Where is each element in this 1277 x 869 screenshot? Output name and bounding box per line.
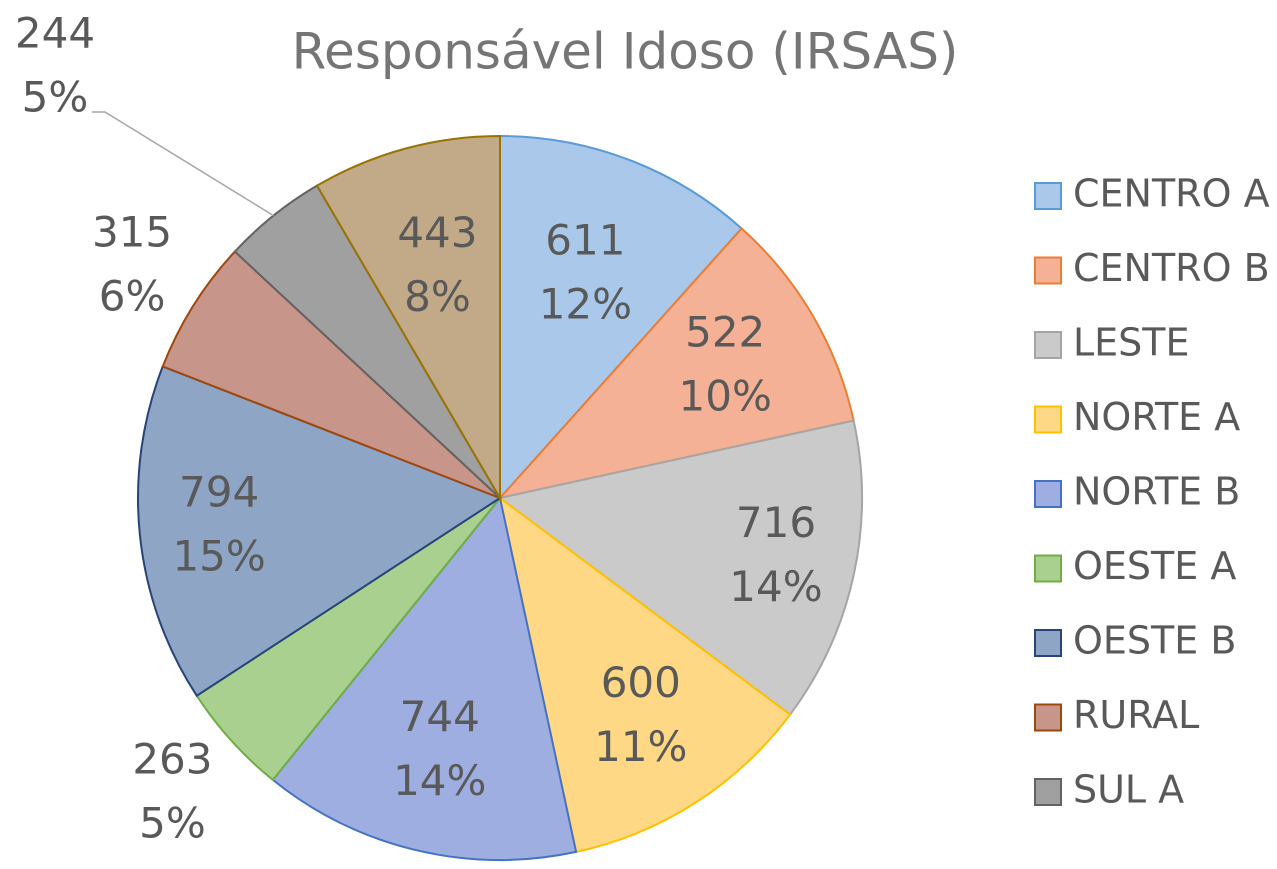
data-label: 244 <box>15 9 95 58</box>
data-label: 744 <box>400 692 480 741</box>
legend-label: NORTE A <box>1073 395 1240 439</box>
legend-swatch <box>1034 256 1062 285</box>
legend-swatch <box>1034 331 1062 359</box>
pie-slice <box>137 365 503 698</box>
percent-label: 10% <box>679 371 772 420</box>
pie-slice <box>161 250 501 499</box>
percent-label: 15% <box>172 531 265 580</box>
data-label: 794 <box>179 467 259 516</box>
percent-label: 6% <box>99 272 166 321</box>
percent-label: 14% <box>729 562 822 611</box>
legend-label: NORTE B <box>1073 470 1240 514</box>
percent-label: 5% <box>22 73 89 122</box>
legend-label: OESTE B <box>1073 619 1236 663</box>
legend-swatch <box>1034 778 1062 806</box>
legend-label: RURAL <box>1073 693 1199 737</box>
legend-label: CENTRO B <box>1073 246 1270 290</box>
legend-swatch <box>1034 629 1062 657</box>
data-label: 443 <box>397 208 477 257</box>
data-label: 716 <box>736 498 816 547</box>
percent-label: 5% <box>139 799 206 848</box>
data-label: 600 <box>601 658 681 707</box>
pie-slice <box>499 134 744 501</box>
pie-slice <box>498 495 792 854</box>
data-label: 611 <box>545 215 625 264</box>
legend-swatch <box>1034 405 1062 434</box>
data-label: 522 <box>685 307 765 356</box>
data-label: 263 <box>132 735 212 784</box>
pie-slice <box>497 419 863 716</box>
data-label: 315 <box>92 208 172 257</box>
legend-label: CENTRO A <box>1073 172 1270 216</box>
legend-swatch <box>1034 182 1062 210</box>
pie-slice <box>315 134 501 502</box>
percent-label: 11% <box>594 722 687 771</box>
legend-swatch <box>1034 554 1062 583</box>
legend-label: LESTE <box>1073 321 1190 365</box>
percent-label: 12% <box>539 279 632 328</box>
legend-swatch <box>1034 480 1062 508</box>
chart-title: Responsável Idoso (IRSAS) <box>292 23 959 81</box>
pie-slice <box>271 495 578 861</box>
legend-label: OESTE A <box>1073 544 1236 588</box>
percent-label: 14% <box>393 756 486 805</box>
legend-swatch <box>1034 703 1062 732</box>
legend-label: SUL A <box>1073 768 1184 812</box>
pie-slice <box>497 227 855 500</box>
percent-label: 8% <box>404 272 471 321</box>
leader-line <box>92 111 274 217</box>
